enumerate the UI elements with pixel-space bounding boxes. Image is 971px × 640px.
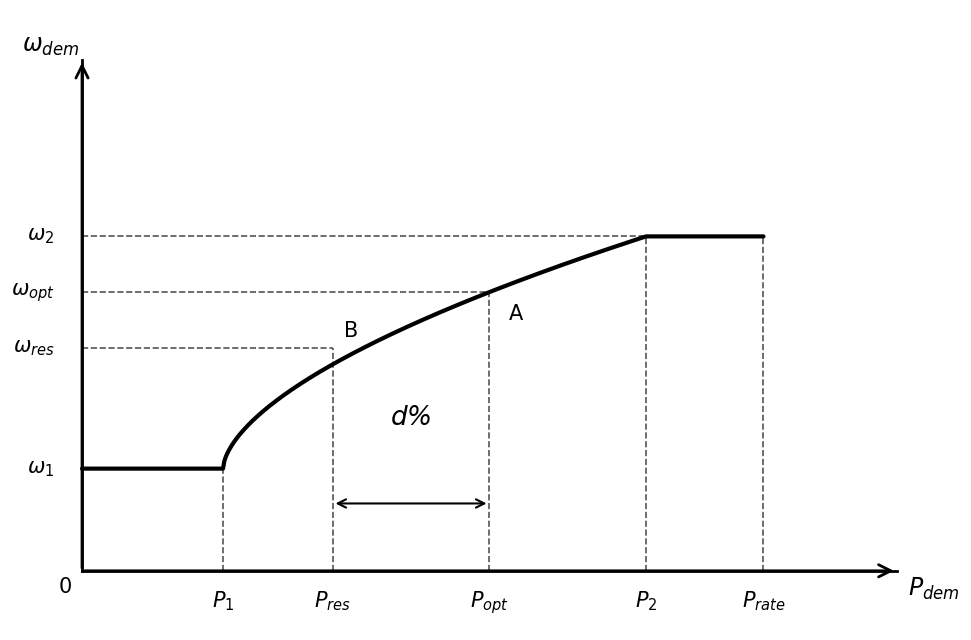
Text: B: B xyxy=(345,321,358,341)
Text: $0$: $0$ xyxy=(58,577,72,597)
Text: $\omega_2$: $\omega_2$ xyxy=(27,227,54,246)
Text: $P_2$: $P_2$ xyxy=(635,589,657,613)
Text: $\omega_{res}$: $\omega_{res}$ xyxy=(13,338,54,358)
Text: $P_{opt}$: $P_{opt}$ xyxy=(470,589,509,616)
Text: $P_{rate}$: $P_{rate}$ xyxy=(742,589,786,613)
Text: $\omega_1$: $\omega_1$ xyxy=(27,459,54,479)
Text: $\omega_{opt}$: $\omega_{opt}$ xyxy=(11,281,54,303)
Text: $\omega_{dem}$: $\omega_{dem}$ xyxy=(22,34,80,58)
Text: $P_1$: $P_1$ xyxy=(212,589,234,613)
Text: $P_{dem}$: $P_{dem}$ xyxy=(909,576,960,602)
Text: $P_{res}$: $P_{res}$ xyxy=(315,589,352,613)
Text: A: A xyxy=(509,304,523,324)
Text: $d$%: $d$% xyxy=(390,404,432,431)
